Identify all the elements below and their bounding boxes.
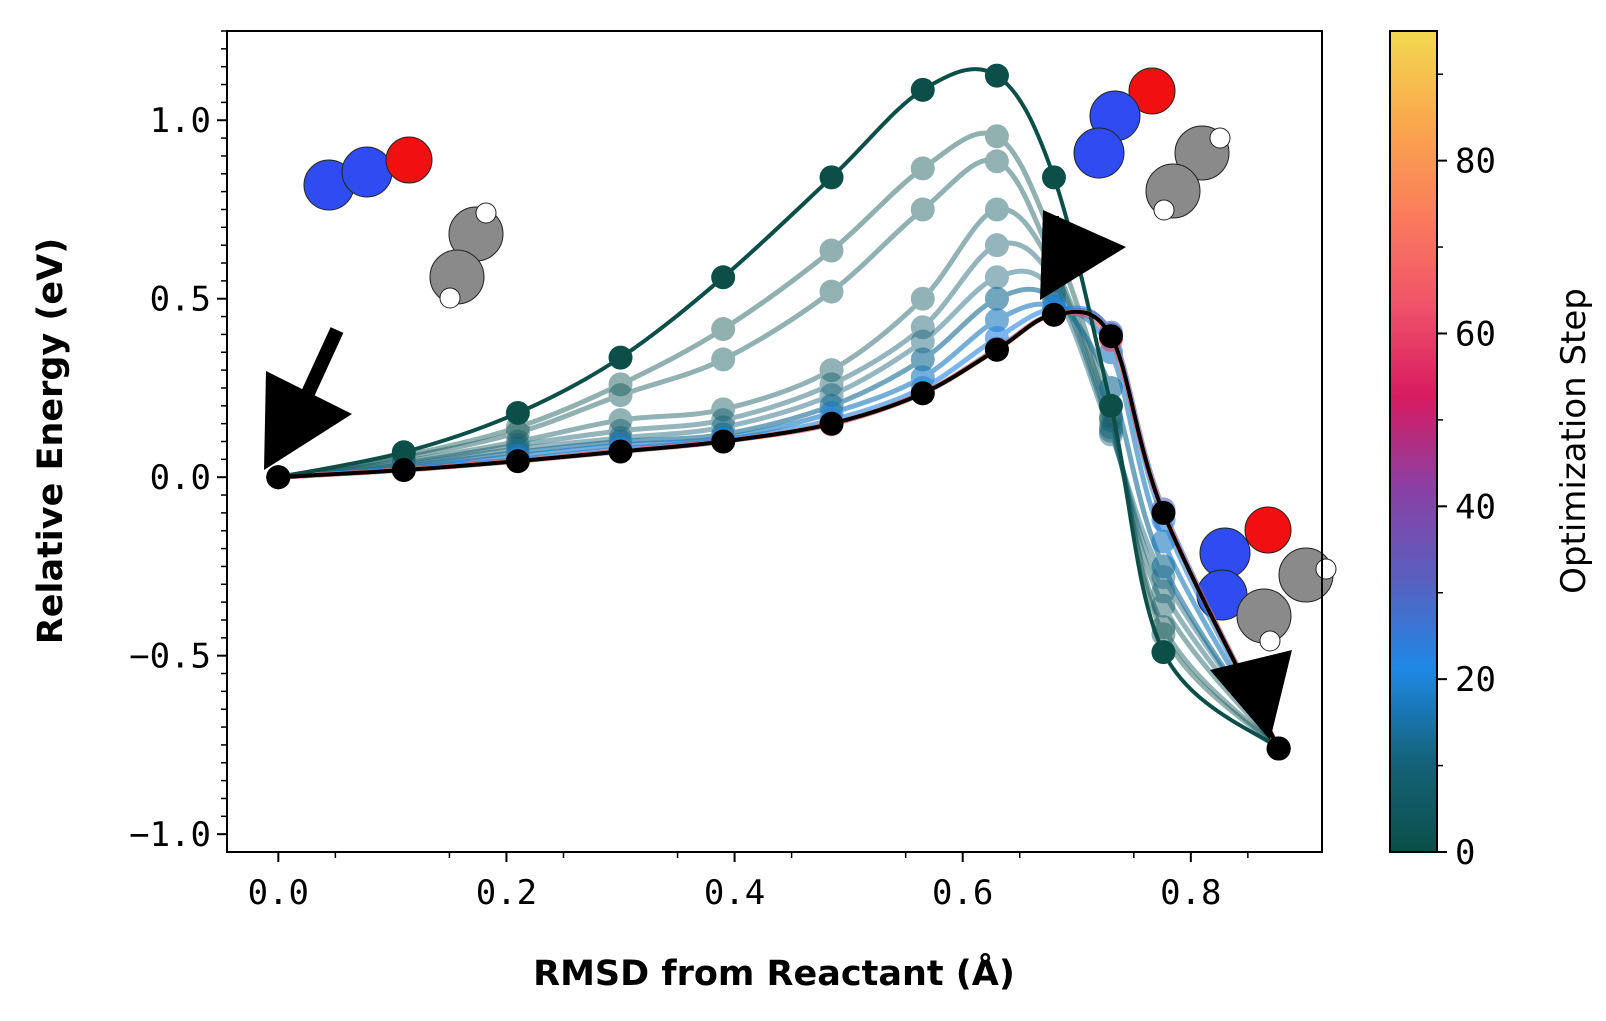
y-tick-label: −0.5: [129, 637, 211, 677]
y-tick-label: 1.0: [150, 101, 211, 141]
hydrogen-atom: [1209, 127, 1231, 149]
y-tick-label: 0.0: [150, 458, 211, 498]
x-axis-label: RMSD from Reactant (Å): [533, 952, 1015, 994]
data-point: [819, 165, 844, 190]
data-point: [711, 317, 736, 342]
data-point: [711, 347, 736, 372]
axes: 0.0 0.2 0.4 0.6 0.8 1.0 0.5 0.0 −0.5 −1.0: [129, 30, 1249, 913]
data-point: [1151, 500, 1176, 525]
data-point: [910, 381, 935, 406]
data-point: [608, 372, 633, 397]
molecule-illustrations: [303, 67, 1337, 652]
data-point: [266, 465, 291, 490]
data-point: [984, 197, 1009, 222]
data-point: [391, 440, 416, 465]
data-point: [711, 265, 736, 290]
x-tick-label: 0.0: [248, 873, 309, 913]
data-point: [910, 197, 935, 222]
series-95: [266, 302, 1291, 761]
data-point: [608, 408, 633, 433]
y-tick-label: −1.0: [129, 815, 211, 855]
data-point: [1041, 165, 1066, 190]
series-line: [278, 286, 1281, 750]
data-point: [984, 286, 1009, 311]
colorbar-tick-label: 0: [1455, 833, 1475, 873]
series-line: [278, 307, 1281, 750]
data-point: [819, 238, 844, 263]
data-point: [391, 458, 416, 483]
nitrogen-atom: [341, 146, 393, 198]
colorbar-tick-label: 20: [1455, 660, 1496, 700]
data-point: [1098, 393, 1123, 418]
data-point: [608, 383, 633, 408]
series-line: [278, 301, 1281, 750]
data-point: [505, 400, 530, 425]
data-point: [984, 265, 1009, 290]
data-point: [1098, 324, 1123, 349]
data-point: [984, 233, 1009, 258]
reactant-molecules: [303, 136, 504, 309]
reactant-arrow: [264, 327, 352, 470]
data-point: [711, 397, 736, 422]
series-line: [278, 309, 1281, 750]
hydrogen-atom: [439, 287, 461, 309]
y-axis-label: Relative Energy (eV): [31, 238, 71, 644]
hydrogen-atom: [475, 202, 497, 224]
hydrogen-atom: [1153, 199, 1175, 221]
oxygen-atom: [1244, 506, 1292, 554]
series-7: [266, 233, 1291, 761]
colorbar-gradient: [1389, 30, 1438, 853]
data-point: [608, 439, 633, 464]
data-point: [984, 63, 1009, 88]
data-point: [819, 279, 844, 304]
product-arrow: [1210, 650, 1292, 740]
x-tick-label: 0.4: [704, 873, 765, 913]
plot-area: [266, 63, 1291, 761]
series-10: [266, 265, 1291, 761]
data-point: [1151, 640, 1176, 665]
x-tick-label: 0.8: [1160, 873, 1221, 913]
data-point: [711, 429, 736, 454]
data-point: [819, 358, 844, 383]
data-point: [910, 329, 935, 354]
product-molecules: [1196, 506, 1337, 652]
transition-arrow: [1040, 210, 1126, 300]
hydrogen-atom: [1259, 630, 1281, 652]
x-tick-label: 0.2: [476, 873, 537, 913]
data-point: [1151, 593, 1176, 618]
annotation-arrows: [264, 210, 1292, 740]
data-point: [1266, 736, 1291, 761]
data-point: [505, 449, 530, 474]
series-line: [278, 305, 1281, 750]
oxygen-atom: [385, 136, 433, 184]
colorbar: 0 20 40 60 80: [1389, 30, 1496, 873]
data-point: [1151, 579, 1176, 604]
data-point: [819, 372, 844, 397]
data-point: [910, 77, 935, 102]
data-point: [984, 149, 1009, 174]
nitrogen-atom: [1073, 127, 1125, 179]
colorbar-tick-label: 40: [1455, 487, 1496, 527]
data-point: [910, 315, 935, 340]
data-point: [984, 337, 1009, 362]
transition-state-molecules: [1073, 67, 1231, 221]
data-point: [910, 347, 935, 372]
data-point: [910, 286, 935, 311]
data-point: [608, 345, 633, 370]
hydrogen-atom: [1315, 558, 1337, 580]
colorbar-tick-label: 60: [1455, 314, 1496, 354]
data-point: [984, 308, 1009, 333]
colorbar-label: Optimization Step: [1554, 288, 1594, 594]
data-point: [910, 156, 935, 181]
data-point: [984, 124, 1009, 149]
colorbar-tick-label: 80: [1455, 142, 1496, 182]
oxygen-atom: [1128, 67, 1176, 115]
data-point: [505, 420, 530, 445]
y-tick-label: 0.5: [150, 280, 211, 320]
data-point: [819, 411, 844, 436]
data-point: [1041, 302, 1066, 327]
x-tick-label: 0.6: [932, 873, 993, 913]
